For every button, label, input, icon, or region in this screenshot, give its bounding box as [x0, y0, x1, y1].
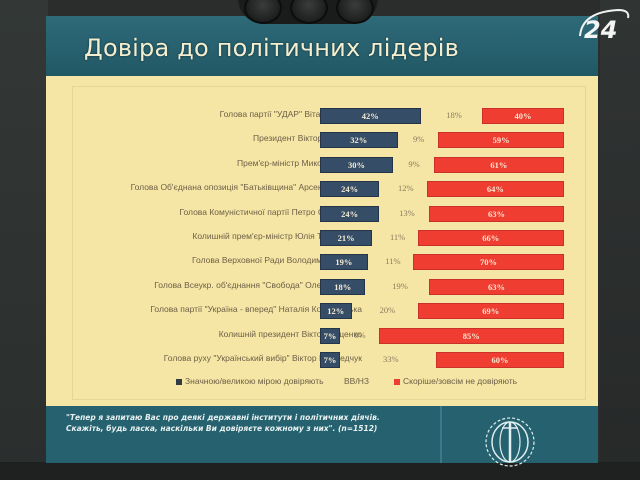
row-label: Колишній президент Віктор Ющенко	[218, 328, 362, 339]
bar-trust: 32%	[320, 132, 398, 149]
bar-distrust: 63%	[429, 205, 564, 222]
row-label: Голова партії "Україна - вперед" Наталія…	[150, 304, 362, 315]
chart-row: Колишній прем'єр-міністр Юлія Тимошенко 2…	[46, 228, 598, 248]
bar-trust: 30%	[320, 156, 393, 173]
row-label: Голова Всеукр. об'єднання "Свобода" Олег…	[154, 279, 362, 290]
bar-trust: 21%	[320, 230, 373, 246]
row-label: Президент Віктор Янукович	[253, 133, 362, 144]
dk-value: 9%	[412, 134, 425, 145]
bar-trust: 7%	[320, 352, 341, 368]
row-label: Голова партії "УДАР" Віталій Кличко	[219, 109, 362, 119]
dk-value: 18%	[446, 110, 462, 120]
dk-value: 13%	[399, 207, 415, 218]
bottom-strip	[0, 462, 640, 480]
bar-trust: 12%	[320, 303, 352, 320]
bar-distrust: 64%	[426, 181, 564, 198]
dk-value: 8%	[354, 329, 366, 340]
bar-trust: 19%	[320, 254, 368, 271]
dk-value: 12%	[398, 183, 414, 194]
channel-24-logo-icon: 24	[579, 8, 630, 42]
background-left	[0, 0, 48, 480]
legend-label-distrust: Скоріше/зовсім не довіряють	[403, 376, 518, 386]
chart-row: Голова Всеукр. об'єднання "Свобода" Олег…	[46, 277, 598, 297]
bar-trust: 42%	[320, 108, 421, 124]
row-label: Прем'єр-міністр Микола Азаров	[237, 157, 362, 168]
dk-value: 33%	[383, 354, 399, 364]
bar-distrust: 70%	[413, 254, 564, 271]
row-label: Колишній прем'єр-міністр Юлія Тимошенко	[192, 231, 362, 241]
chart-row: Президент Віктор Янукович 32% 9% 59%	[46, 130, 598, 150]
bar-distrust: 59%	[438, 132, 564, 149]
background-right	[600, 0, 640, 480]
legend-swatch-trust-icon	[176, 378, 182, 385]
lens-icon	[290, 0, 328, 24]
legend-swatch-distrust-icon	[394, 378, 400, 385]
bar-trust: 7%	[320, 327, 341, 344]
page-title: Довіра до політичних лідерів	[84, 34, 459, 62]
bar-distrust: 63%	[429, 278, 564, 295]
row-label: Голова Об'єднана опозиція "Батьківщина" …	[130, 182, 362, 193]
row-label: Голова Верховної Ради Володимир Литвин	[192, 255, 362, 266]
chart-row: Прем'єр-міністр Микола Азаров 30% 9% 61%	[46, 155, 598, 175]
bar-trust: 18%	[320, 278, 366, 295]
legend-item-dk: ВВ/НЗ	[344, 376, 369, 386]
globe-foundation-logo-icon	[485, 417, 535, 467]
dk-value: 11%	[389, 232, 406, 242]
bar-trust: 24%	[320, 205, 380, 222]
legend-label-trust: Значною/великою мірою довіряють	[185, 376, 324, 386]
presentation-slide: Довіра до політичних лідерів Голова парт…	[46, 16, 598, 467]
bar-distrust: 66%	[417, 230, 564, 246]
legend-label-dk: ВВ/НЗ	[344, 376, 369, 386]
svg-text:24: 24	[584, 16, 617, 42]
footer-divider	[440, 406, 442, 463]
chart-row: Голова руху "Український вибір" Віктор М…	[46, 350, 598, 370]
legend-item-distrust: Скоріше/зовсім не довіряють	[394, 376, 517, 386]
chart-panel: Голова партії "УДАР" Віталій Кличко 42% 18…	[46, 76, 598, 406]
bar-trust: 24%	[320, 181, 380, 198]
chart-frame	[72, 86, 586, 400]
chart-row: Голова Об'єднана опозиція "Батьківщина" …	[46, 179, 598, 199]
row-label: Голова руху "Український вибір" Віктор М…	[163, 353, 362, 363]
bar-distrust: 85%	[378, 327, 564, 344]
survey-question-note: "Тепер я запитаю Вас про деякі державні …	[66, 413, 380, 433]
dk-value: 11%	[385, 256, 401, 267]
chart-row: Голова партії "Україна - вперед" Наталія…	[46, 301, 598, 321]
chart-row: Голова Верховної Ради Володимир Литвин 19…	[46, 252, 598, 272]
slide-header: Довіра до політичних лідерів	[46, 16, 598, 76]
dk-value: 9%	[408, 158, 420, 169]
chart-legend: Значною/великою мірою довіряють ВВ/НЗ Ск…	[176, 374, 560, 390]
dk-value: 19%	[392, 280, 408, 291]
bar-distrust: 69%	[417, 303, 564, 320]
chart-row: Колишній президент Віктор Ющенко 7% 8% 85%	[46, 326, 598, 346]
bar-distrust: 40%	[482, 108, 564, 124]
chart-row: Голова Комуністичної партії Петро Симоне…	[46, 204, 598, 224]
chart-row: Голова партії "УДАР" Віталій Кличко 42% 18…	[46, 106, 598, 126]
bar-distrust: 61%	[433, 156, 564, 173]
legend-item-trust: Значною/великою мірою довіряють	[176, 376, 324, 386]
bar-distrust: 60%	[436, 352, 564, 368]
camera-device	[238, 0, 378, 24]
dk-value: 20%	[379, 305, 396, 316]
row-label: Голова Комуністичної партії Петро Симоне…	[179, 206, 362, 217]
